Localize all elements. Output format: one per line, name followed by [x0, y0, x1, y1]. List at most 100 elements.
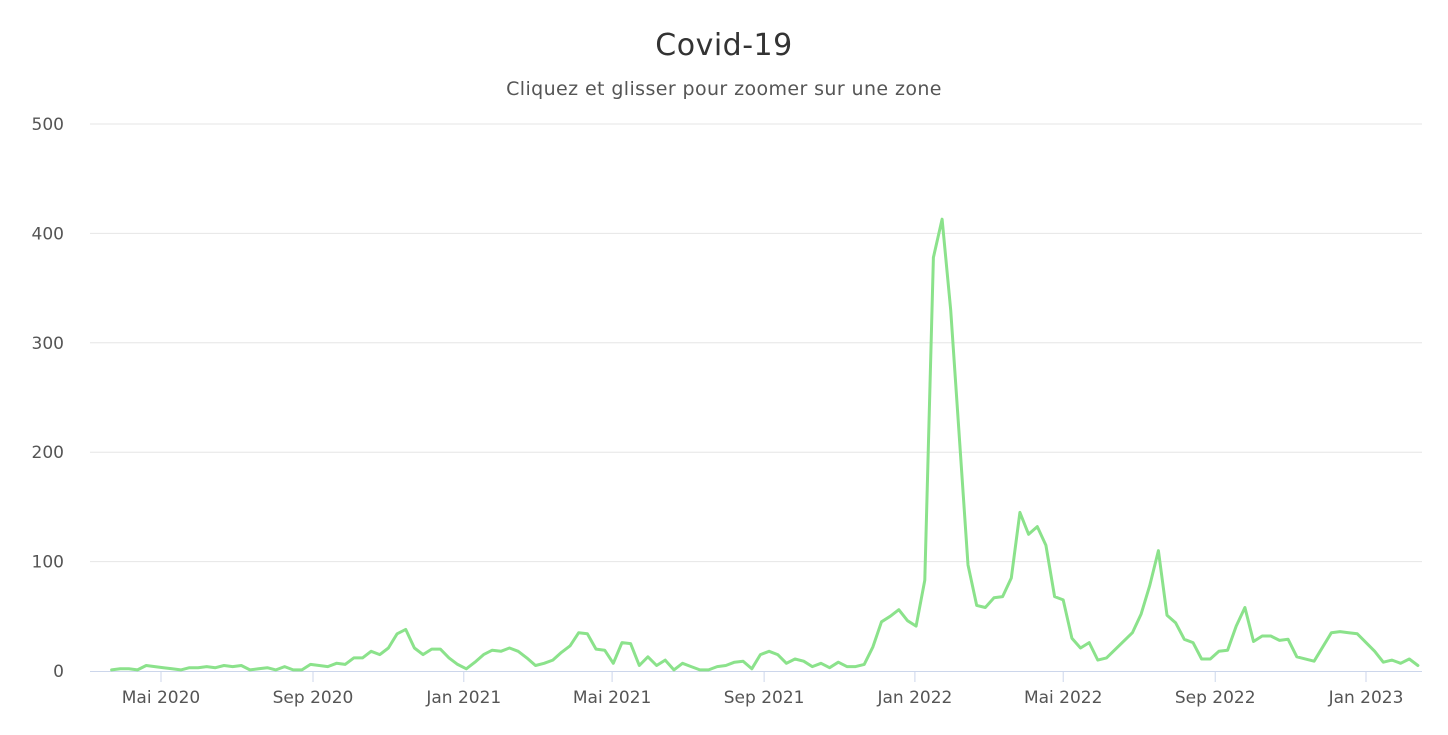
data-point[interactable] — [879, 619, 885, 625]
data-point[interactable] — [1216, 648, 1222, 654]
data-point[interactable] — [437, 646, 443, 652]
data-point[interactable] — [212, 665, 218, 671]
data-point[interactable] — [1147, 583, 1153, 589]
data-point[interactable] — [109, 667, 115, 673]
data-point[interactable] — [1052, 594, 1058, 600]
data-point[interactable] — [135, 667, 141, 673]
data-point[interactable] — [377, 652, 383, 658]
data-point[interactable] — [619, 640, 625, 646]
data-point[interactable] — [385, 645, 391, 651]
data-point[interactable] — [818, 660, 824, 666]
data-point[interactable] — [844, 664, 850, 670]
data-point[interactable] — [965, 562, 971, 568]
data-point[interactable] — [775, 652, 781, 658]
data-point[interactable] — [732, 659, 738, 665]
data-point[interactable] — [861, 661, 867, 667]
data-point[interactable] — [394, 631, 400, 637]
data-point[interactable] — [282, 664, 288, 670]
data-point[interactable] — [991, 595, 997, 601]
data-point[interactable] — [1164, 612, 1170, 618]
data-point[interactable] — [939, 216, 945, 222]
data-point[interactable] — [360, 655, 366, 661]
data-point[interactable] — [446, 655, 452, 661]
data-point[interactable] — [783, 660, 789, 666]
data-point[interactable] — [463, 666, 469, 672]
data-point[interactable] — [1008, 575, 1014, 581]
data-point[interactable] — [576, 630, 582, 636]
data-point[interactable] — [974, 602, 980, 608]
data-point[interactable] — [835, 659, 841, 665]
data-point[interactable] — [230, 664, 236, 670]
data-point[interactable] — [1207, 656, 1213, 662]
data-point[interactable] — [1069, 635, 1075, 641]
data-point[interactable] — [1026, 531, 1032, 537]
data-point[interactable] — [308, 661, 314, 667]
data-point[interactable] — [1199, 656, 1205, 662]
data-point[interactable] — [723, 663, 729, 669]
data-point[interactable] — [792, 656, 798, 662]
series-line-0[interactable] — [110, 217, 1420, 672]
data-point[interactable] — [1277, 637, 1283, 643]
data-point[interactable] — [195, 665, 201, 671]
data-point[interactable] — [1129, 630, 1135, 636]
data-point[interactable] — [809, 664, 815, 670]
data-point[interactable] — [706, 667, 712, 673]
data-point[interactable] — [662, 657, 668, 663]
data-point[interactable] — [411, 645, 417, 651]
data-point[interactable] — [1259, 633, 1265, 639]
data-point[interactable] — [273, 667, 279, 673]
data-point[interactable] — [567, 643, 573, 649]
data-point[interactable] — [671, 667, 677, 673]
data-point[interactable] — [740, 658, 746, 664]
data-point[interactable] — [489, 647, 495, 653]
data-point[interactable] — [498, 648, 504, 654]
data-point[interactable] — [325, 664, 331, 670]
data-point[interactable] — [1233, 623, 1239, 629]
data-point[interactable] — [688, 664, 694, 670]
data-point[interactable] — [117, 666, 123, 672]
data-point[interactable] — [1017, 509, 1023, 515]
data-point[interactable] — [238, 663, 244, 669]
data-point[interactable] — [221, 663, 227, 669]
data-point[interactable] — [913, 623, 919, 629]
data-point[interactable] — [948, 307, 954, 313]
data-point[interactable] — [299, 667, 305, 673]
data-point[interactable] — [628, 641, 634, 647]
data-point[interactable] — [654, 663, 660, 669]
data-point[interactable] — [481, 652, 487, 658]
data-point[interactable] — [1311, 658, 1317, 664]
data-point[interactable] — [169, 666, 175, 672]
data-point[interactable] — [584, 631, 590, 637]
data-point[interactable] — [1095, 657, 1101, 663]
data-point[interactable] — [930, 255, 936, 261]
data-point[interactable] — [1415, 663, 1421, 669]
data-point[interactable] — [1190, 640, 1196, 646]
data-point[interactable] — [1060, 597, 1066, 603]
data-point[interactable] — [1268, 633, 1274, 639]
data-point[interactable] — [550, 657, 556, 663]
data-point[interactable] — [1251, 639, 1257, 645]
data-point[interactable] — [152, 664, 158, 670]
data-point[interactable] — [749, 666, 755, 672]
data-point[interactable] — [541, 660, 547, 666]
data-point[interactable] — [247, 667, 253, 673]
data-point[interactable] — [455, 661, 461, 667]
data-point[interactable] — [351, 655, 357, 661]
data-point[interactable] — [290, 667, 296, 673]
data-point[interactable] — [766, 648, 772, 654]
data-point[interactable] — [602, 647, 608, 653]
data-point[interactable] — [204, 664, 210, 670]
data-point[interactable] — [1000, 594, 1006, 600]
data-point[interactable] — [593, 646, 599, 652]
data-point[interactable] — [533, 663, 539, 669]
data-point[interactable] — [922, 577, 928, 583]
data-point[interactable] — [714, 664, 720, 670]
data-point[interactable] — [403, 626, 409, 632]
data-point[interactable] — [982, 605, 988, 611]
data-point[interactable] — [1078, 645, 1084, 651]
data-point[interactable] — [905, 618, 911, 624]
data-point[interactable] — [1354, 631, 1360, 637]
data-point[interactable] — [1242, 605, 1248, 611]
data-point[interactable] — [1380, 659, 1386, 665]
